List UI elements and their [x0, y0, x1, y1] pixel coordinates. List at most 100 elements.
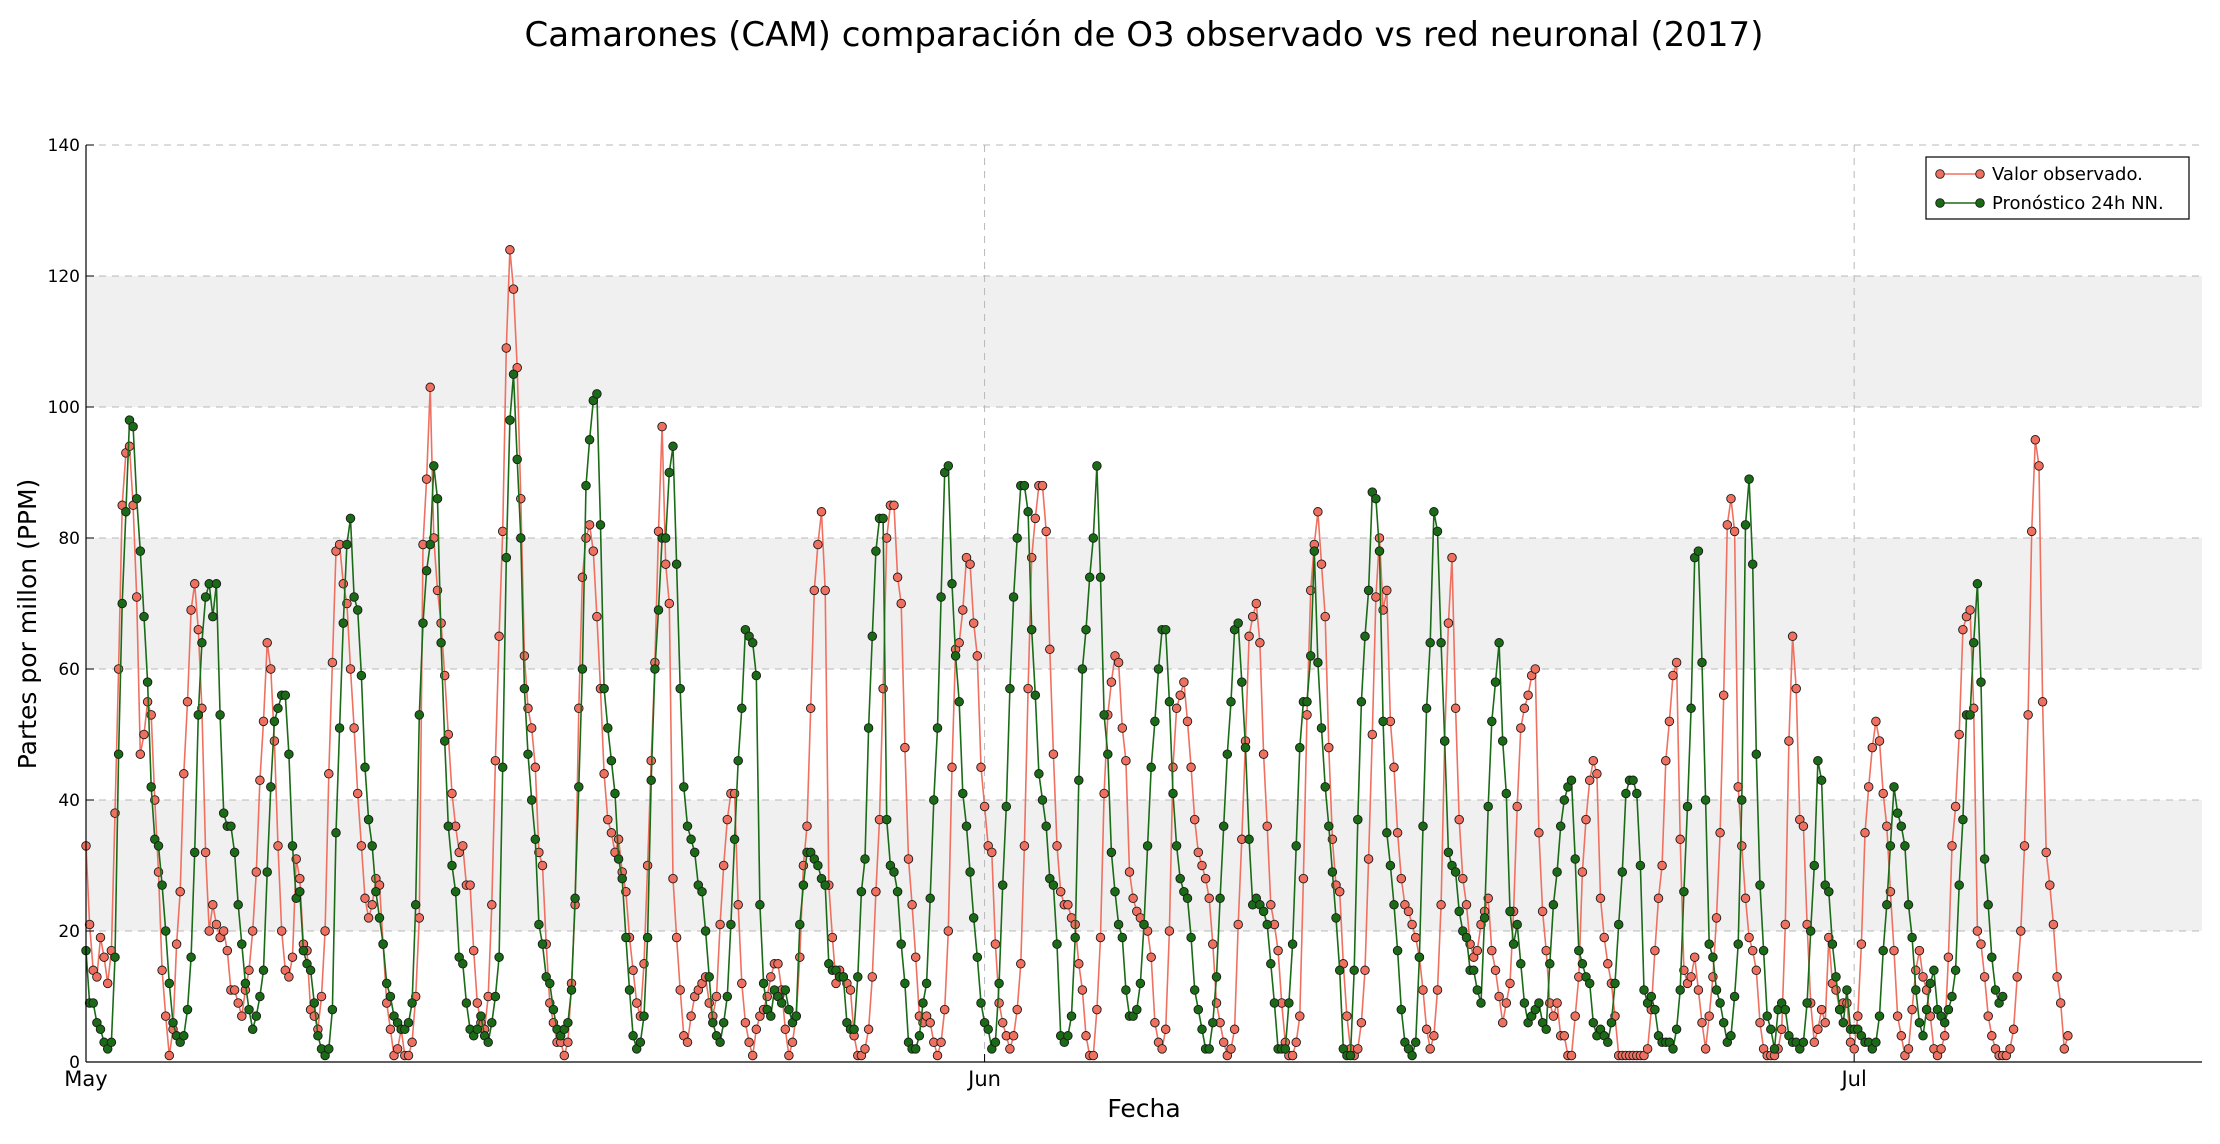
data-point — [1849, 1044, 1859, 1054]
data-point — [1030, 690, 1041, 700]
data-point — [295, 873, 305, 884]
data-point — [1074, 775, 1084, 786]
data-point — [1635, 860, 1646, 871]
data-point — [229, 847, 240, 858]
data-point — [2048, 919, 2059, 930]
data-point — [1838, 1017, 1849, 1028]
data-point — [1490, 965, 1501, 976]
data-point — [1878, 788, 1888, 799]
data-point — [2037, 697, 2048, 707]
data-point — [1240, 742, 1251, 753]
data-point — [668, 873, 678, 884]
data-point — [1200, 873, 1211, 884]
data-point — [367, 900, 377, 910]
data-point — [592, 611, 602, 622]
data-point — [990, 939, 1001, 949]
data-point — [1316, 559, 1327, 569]
data-point — [628, 965, 638, 976]
data-point — [1487, 945, 1497, 956]
data-point — [1987, 952, 1997, 962]
data-point — [92, 972, 102, 982]
data-point — [1171, 841, 1182, 851]
data-point — [269, 736, 280, 746]
data-point — [523, 749, 533, 759]
data-point — [965, 867, 975, 877]
data-point — [1874, 736, 1885, 746]
data-point — [1360, 631, 1370, 642]
data-point — [1939, 1017, 1950, 1028]
data-point — [1889, 945, 1899, 956]
data-point — [1613, 919, 1624, 930]
data-point — [816, 507, 827, 517]
data-point — [1545, 959, 1555, 969]
data-point — [1432, 985, 1443, 995]
data-point — [1353, 814, 1363, 825]
data-point — [1559, 795, 1570, 805]
data-point — [773, 959, 783, 969]
data-point — [1447, 552, 1457, 563]
data-point — [1584, 978, 1595, 989]
series-line — [85, 249, 2069, 1059]
data-point — [613, 854, 624, 864]
data-point — [95, 1024, 106, 1035]
data-point — [1302, 697, 1312, 707]
data-point — [157, 965, 167, 976]
data-point — [1501, 788, 1512, 799]
data-point — [450, 886, 461, 897]
data-point — [508, 284, 519, 294]
data-point — [711, 991, 722, 1002]
data-point — [1682, 801, 1693, 812]
data-point — [135, 749, 146, 759]
data-point — [939, 1004, 950, 1015]
data-point — [1186, 762, 1196, 773]
data-point — [262, 867, 272, 877]
data-point — [820, 880, 830, 890]
data-point — [1418, 985, 1428, 995]
data-point — [1809, 860, 1820, 871]
data-point — [878, 683, 888, 694]
data-point — [979, 801, 990, 812]
data-point — [1653, 893, 1664, 904]
data-point — [1718, 690, 1729, 700]
data-point — [1298, 873, 1309, 884]
data-point — [1831, 972, 1841, 982]
data-point — [171, 939, 182, 949]
data-point — [153, 841, 164, 851]
data-point — [1882, 821, 1892, 831]
data-point — [697, 886, 707, 897]
data-point — [1512, 919, 1522, 930]
data-point — [537, 939, 548, 949]
data-point — [1490, 677, 1501, 687]
data-point — [813, 539, 823, 550]
data-point — [1650, 1004, 1660, 1015]
data-point — [1892, 1011, 1903, 1021]
data-point — [1186, 932, 1196, 943]
data-point — [1537, 906, 1548, 917]
legend-marker — [1935, 169, 1945, 179]
data-point — [1824, 886, 1834, 897]
data-point — [660, 533, 671, 543]
data-point — [414, 913, 425, 923]
data-point — [1987, 1031, 1997, 1041]
data-point — [1443, 618, 1454, 628]
data-point — [860, 1044, 870, 1054]
data-point — [1037, 795, 1048, 805]
data-point — [1715, 828, 1725, 838]
data-point — [588, 546, 599, 556]
data-point — [164, 1050, 175, 1061]
data-point — [508, 369, 519, 380]
data-point — [653, 605, 664, 615]
data-point — [733, 755, 743, 766]
data-point — [345, 664, 356, 674]
data-point — [1740, 520, 1751, 530]
data-point — [722, 814, 733, 825]
data-point — [200, 847, 211, 858]
data-point — [722, 991, 733, 1002]
data-point — [1113, 657, 1124, 668]
data-point — [1784, 736, 1794, 746]
data-point — [1566, 775, 1577, 786]
data-point — [892, 572, 903, 583]
data-point — [1548, 900, 1559, 910]
data-point — [1603, 1037, 1613, 1048]
data-point — [1121, 985, 1131, 995]
